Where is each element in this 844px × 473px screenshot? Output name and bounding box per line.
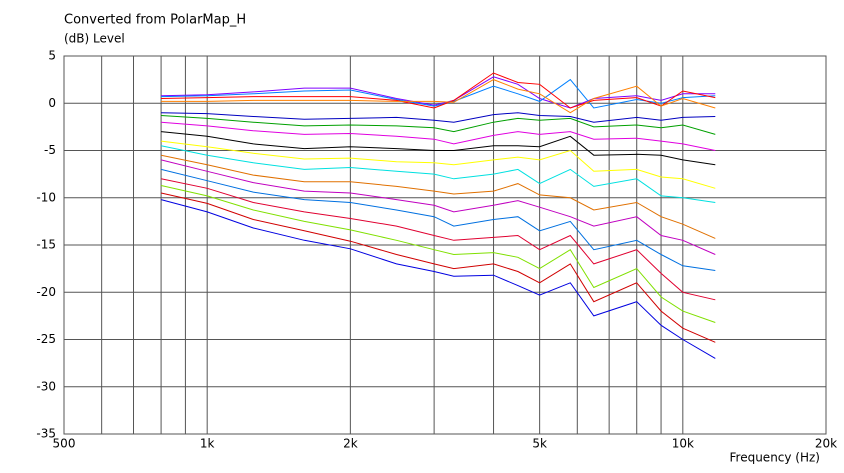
y-tick-label: 5 (48, 49, 56, 63)
series-line (160, 192, 716, 343)
x-tick-label: 500 (53, 437, 76, 451)
series-line (161, 112, 716, 123)
series-line (160, 154, 716, 239)
series-line (161, 76, 716, 109)
x-tick-label: 20k (815, 437, 837, 451)
series-line (160, 185, 716, 323)
y-tick-label: -5 (44, 143, 56, 157)
y-axis-label: (dB) Level (64, 32, 125, 46)
series-line (160, 168, 716, 271)
y-tick-label: -15 (36, 238, 56, 252)
chart-title: Converted from PolarMap_H (64, 13, 246, 28)
series-line (161, 145, 716, 203)
y-tick-label: -10 (36, 190, 56, 204)
y-tick-label: 0 (48, 96, 56, 110)
y-tick-label: -30 (36, 379, 56, 393)
plot-border (63, 55, 827, 435)
series-line (160, 178, 716, 301)
series-line (161, 121, 716, 151)
series-line (161, 131, 716, 166)
y-tick-label: -20 (36, 285, 56, 299)
x-tick-label: 5k (532, 437, 547, 451)
y-tick-label: -35 (36, 427, 56, 441)
series-line (160, 199, 716, 359)
y-tick-label: -25 (36, 332, 56, 346)
x-tick-label: 1k (200, 437, 215, 451)
series-line (161, 72, 716, 109)
x-axis-label: Frequency (Hz) (730, 451, 821, 465)
series-line (161, 140, 716, 189)
series-line (160, 159, 716, 255)
x-tick-label: 10k (672, 437, 694, 451)
series-line (161, 115, 716, 135)
x-tick-label: 2k (343, 437, 358, 451)
series-line (161, 79, 716, 114)
